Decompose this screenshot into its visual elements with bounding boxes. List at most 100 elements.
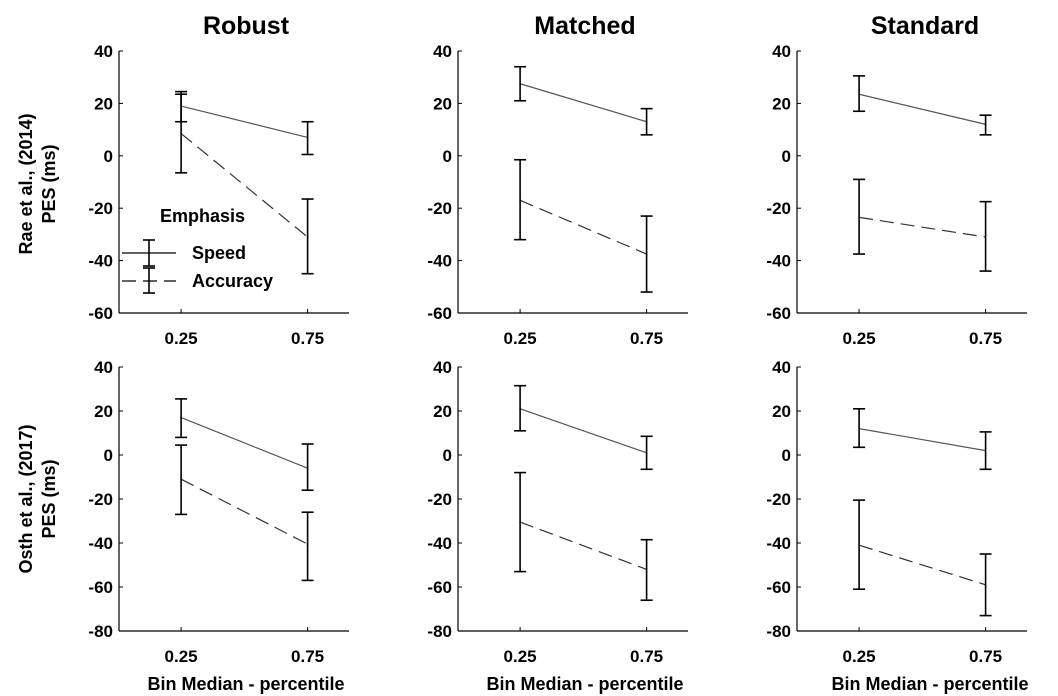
- data-point-speed: [645, 452, 648, 454]
- panel-0: 40 20 0 -20 -40 -60 0.25 0.75: [88, 42, 349, 348]
- y-tick-label: -20: [427, 199, 452, 218]
- y-tick-label: 40: [94, 358, 113, 377]
- column-title-matched: Matched: [534, 12, 635, 40]
- data-point-accuracy: [306, 236, 309, 238]
- y-tick-label: 20: [94, 94, 113, 113]
- x-tick-label: 0.25: [165, 329, 198, 348]
- panel-5: 40 20 0 -20 -40 -60 -80 0.25 0.75: [766, 358, 1027, 666]
- x-axis-label-matched: Bin Median - percentile: [486, 674, 683, 694]
- data-point-accuracy: [645, 568, 648, 571]
- y-tick-label: -20: [88, 199, 113, 218]
- y-tick-label: 40: [772, 42, 791, 61]
- data-point-speed: [306, 467, 309, 470]
- panel-2: 40 20 0 -20 -40 -60 0.25 0.75: [766, 42, 1027, 348]
- series-line-speed: [858, 93, 986, 125]
- data-point-accuracy: [519, 199, 521, 202]
- series-line-accuracy: [180, 478, 308, 545]
- y-tick-label: -80: [766, 622, 791, 641]
- y-tick-label: 40: [433, 42, 452, 61]
- y-tick-label: -60: [88, 578, 113, 597]
- data-point-accuracy: [645, 253, 648, 255]
- y-tick-label: 0: [782, 446, 791, 465]
- y-tick-label: -40: [766, 534, 791, 553]
- data-point-speed: [645, 120, 648, 123]
- series-line-accuracy: [519, 521, 647, 570]
- data-point-speed: [858, 93, 860, 96]
- data-point-accuracy: [984, 584, 987, 586]
- y-tick-label: 0: [443, 147, 452, 166]
- x-axis-label-standard: Bin Median - percentile: [831, 674, 1028, 694]
- data-point-speed: [519, 82, 521, 85]
- legend-title: Emphasis: [160, 206, 245, 226]
- row-label-top-line2: PES (ms): [39, 144, 59, 223]
- x-tick-label: 0.75: [630, 647, 663, 666]
- data-point-speed: [519, 408, 521, 410]
- data-point-accuracy: [984, 236, 987, 238]
- data-point-speed: [180, 416, 182, 419]
- y-tick-label: -60: [88, 304, 113, 323]
- panel-3: 40 20 0 -20 -40 -60 -80 0.25 0.75: [88, 358, 349, 666]
- y-tick-label: -20: [766, 490, 791, 509]
- legend-entry-speed: Speed: [192, 243, 246, 263]
- y-tick-label: 40: [772, 358, 791, 377]
- row-label-top-line1: Rae et al., (2014): [16, 113, 36, 254]
- x-axis-label-robust: Bin Median - percentile: [147, 674, 344, 694]
- panel-4: 40 20 0 -20 -40 -60 -80 0.25 0.75: [427, 358, 688, 666]
- row-label-bottom-line2: PES (ms): [39, 459, 59, 538]
- panel-1: 40 20 0 -20 -40 -60 0.25 0.75: [427, 42, 688, 348]
- y-tick-label: -40: [766, 252, 791, 271]
- y-tick-label: 20: [433, 402, 452, 421]
- y-tick-label: 40: [433, 358, 452, 377]
- y-tick-label: -60: [427, 578, 452, 597]
- data-point-accuracy: [306, 543, 309, 545]
- x-tick-label: 0.75: [291, 647, 324, 666]
- x-tick-label: 0.75: [291, 329, 324, 348]
- data-point-accuracy: [858, 216, 860, 219]
- x-tick-label: 0.25: [504, 329, 537, 348]
- data-point-speed: [306, 136, 309, 139]
- series-line-speed: [519, 408, 647, 454]
- data-point-speed: [858, 427, 860, 430]
- y-tick-label: 20: [433, 94, 452, 113]
- y-tick-label: -20: [427, 490, 452, 509]
- series-line-accuracy: [180, 133, 308, 238]
- series-line-accuracy: [858, 544, 986, 586]
- data-point-accuracy: [180, 132, 182, 135]
- y-tick-label: 40: [94, 42, 113, 61]
- series-line-accuracy: [519, 199, 647, 255]
- x-tick-label: 0.25: [843, 647, 876, 666]
- x-tick-label: 0.75: [969, 647, 1002, 666]
- y-tick-label: 0: [782, 147, 791, 166]
- y-tick-label: -60: [766, 578, 791, 597]
- column-title-robust: Robust: [203, 12, 290, 40]
- y-tick-label: 20: [772, 94, 791, 113]
- series-line-speed: [858, 428, 986, 452]
- y-tick-label: -80: [88, 622, 113, 641]
- y-tick-label: -40: [88, 252, 113, 271]
- data-point-accuracy: [858, 544, 860, 546]
- y-tick-label: -20: [88, 490, 113, 509]
- legend: Emphasis Speed Accuracy: [122, 206, 273, 294]
- y-tick-label: -60: [766, 304, 791, 323]
- y-tick-label: -40: [427, 534, 452, 553]
- data-point-accuracy: [180, 478, 182, 481]
- column-title-standard: Standard: [871, 12, 979, 40]
- data-point-speed: [984, 449, 987, 452]
- x-tick-label: 0.25: [843, 329, 876, 348]
- x-tick-label: 0.75: [630, 329, 663, 348]
- y-tick-label: 0: [443, 446, 452, 465]
- x-tick-label: 0.25: [165, 647, 198, 666]
- y-tick-label: 20: [772, 402, 791, 421]
- series-line-speed: [180, 417, 308, 469]
- y-tick-label: -20: [766, 199, 791, 218]
- y-tick-label: -80: [427, 622, 452, 641]
- series-line-accuracy: [859, 216, 986, 238]
- y-tick-label: -60: [427, 304, 452, 323]
- y-tick-label: -40: [427, 252, 452, 271]
- series-line-speed: [180, 105, 308, 139]
- y-tick-label: 20: [94, 402, 113, 421]
- y-tick-label: -40: [88, 534, 113, 553]
- data-point-accuracy: [519, 521, 521, 523]
- data-point-speed: [984, 123, 987, 126]
